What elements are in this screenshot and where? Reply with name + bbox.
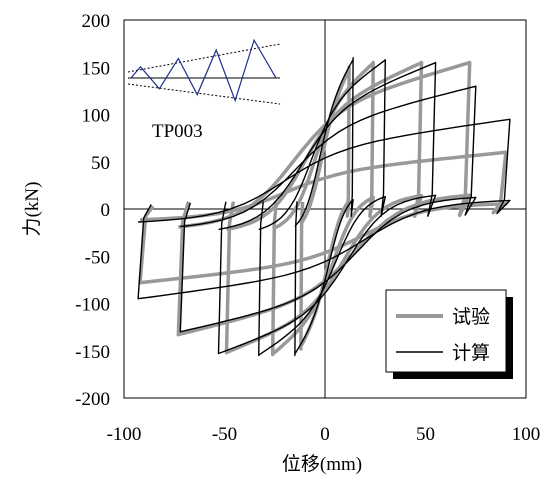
x-tick-label: 50 <box>416 424 435 445</box>
x-tick-label: -100 <box>107 424 142 445</box>
y-tick-label: 0 <box>101 200 111 221</box>
y-tick-label: -150 <box>75 342 110 363</box>
y-tick-label: -200 <box>75 389 110 410</box>
legend-label-test: 试验 <box>452 306 490 328</box>
inset-envelope-lower <box>128 84 280 104</box>
inset-envelope-upper <box>128 44 280 72</box>
y-tick-label: 100 <box>82 106 111 127</box>
y-tick-label: -50 <box>85 247 110 268</box>
y-tick-label: 50 <box>91 153 110 174</box>
x-axis-title: 位移(mm) <box>282 453 362 475</box>
legend-label-calc: 计算 <box>452 342 490 364</box>
hysteresis-loop <box>259 60 386 356</box>
x-tick-label: -50 <box>212 424 237 445</box>
y-tick-label: 200 <box>82 11 111 32</box>
y-axis-title: 力(kN) <box>21 182 43 237</box>
y-tick-label: 150 <box>82 58 111 79</box>
legend: 试验 计算 <box>386 290 513 379</box>
loading-protocol-inset <box>128 40 280 104</box>
y-tick-label: -100 <box>75 295 110 316</box>
x-tick-label: 0 <box>320 424 330 445</box>
x-tick-label: 100 <box>512 424 541 445</box>
specimen-label: TP003 <box>152 121 203 142</box>
